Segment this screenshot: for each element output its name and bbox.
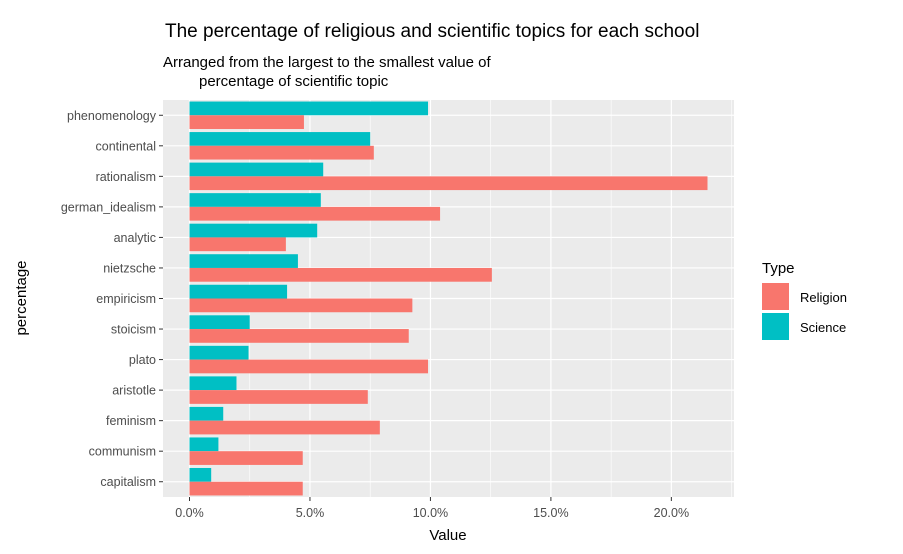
legend: Type Religion Science [762, 260, 847, 340]
x-axis-ticks: 0.0% 5.0% 10.0% 15.0% 20.0% [175, 497, 689, 520]
bar-science [189, 406, 224, 421]
bar-religion [189, 298, 413, 313]
bar-science [189, 467, 212, 482]
chart-subtitle-line-1: Arranged from the largest to the smalles… [163, 54, 491, 71]
y-axis-title: percentage [13, 260, 30, 335]
bar-science [189, 193, 321, 207]
y-tick-label: nietzsche [103, 261, 156, 275]
x-tick-label: 20.0% [654, 506, 689, 520]
y-tick-label: plato [129, 353, 156, 367]
x-tick-label: 5.0% [296, 506, 325, 520]
legend-key-religion [762, 283, 789, 310]
x-axis-title: Value [429, 527, 466, 544]
legend-label-science: Science [800, 320, 846, 335]
y-tick-label: rationalism [96, 170, 156, 184]
bar-religion [189, 451, 303, 465]
grid-major [163, 100, 734, 497]
x-tick-label: 0.0% [175, 506, 204, 520]
bar-religion [189, 329, 409, 343]
bar-religion [189, 390, 368, 404]
bar-science [189, 437, 219, 452]
y-tick-label: feminism [106, 414, 156, 428]
bar-religion [189, 115, 304, 130]
y-tick-label: aristotle [112, 384, 156, 398]
bars [189, 101, 708, 496]
legend-key-science [762, 313, 789, 340]
x-tick-label: 15.0% [533, 506, 568, 520]
y-tick-label: stoicism [111, 323, 156, 337]
chart-subtitle-line-2: percentage of scientific topic [199, 73, 389, 90]
bar-science [189, 162, 324, 177]
bar-religion [189, 267, 492, 282]
bar-science [189, 376, 237, 391]
y-tick-label: german_idealism [61, 200, 156, 214]
y-tick-label: analytic [114, 231, 156, 245]
bar-science [189, 254, 298, 268]
chart-title: The percentage of religious and scientif… [165, 21, 699, 42]
bar-science [189, 132, 371, 146]
bar-religion [189, 359, 429, 374]
y-tick-label: phenomenology [67, 109, 157, 123]
bar-science [189, 101, 429, 116]
bar-religion [189, 206, 441, 221]
x-tick-label: 10.0% [413, 506, 448, 520]
y-tick-label: continental [96, 139, 156, 153]
y-tick-label: communism [89, 445, 156, 459]
bar-religion [189, 176, 708, 191]
legend-title: Type [762, 260, 795, 277]
bar-religion [189, 145, 374, 160]
y-tick-label: empiricism [96, 292, 156, 306]
bar-science [189, 284, 288, 299]
bar-science [189, 345, 249, 360]
bar-science [189, 315, 250, 330]
y-tick-label: capitalism [100, 475, 156, 489]
y-axis-ticks: phenomenology continental rationalism germa… [61, 109, 163, 489]
bar-science [189, 223, 318, 238]
bar-religion [189, 237, 286, 252]
bar-religion [189, 481, 303, 496]
legend-label-religion: Religion [800, 290, 847, 305]
bar-religion [189, 420, 380, 435]
